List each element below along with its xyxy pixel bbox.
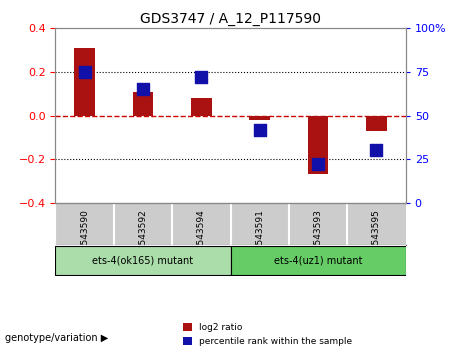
Bar <box>191 98 212 115</box>
Text: ets-4(ok165) mutant: ets-4(ok165) mutant <box>92 256 194 266</box>
Bar <box>74 48 95 115</box>
Text: GSM543590: GSM543590 <box>80 209 89 264</box>
Point <box>139 87 147 92</box>
Point <box>256 127 263 132</box>
Bar <box>133 92 153 115</box>
Bar <box>308 115 328 175</box>
Text: GSM543592: GSM543592 <box>138 209 148 264</box>
Point <box>314 162 322 167</box>
FancyBboxPatch shape <box>55 246 230 275</box>
Point <box>373 148 380 153</box>
Point <box>198 74 205 80</box>
Bar <box>249 115 270 120</box>
FancyBboxPatch shape <box>230 246 406 275</box>
Text: GSM543591: GSM543591 <box>255 209 264 264</box>
Title: GDS3747 / A_12_P117590: GDS3747 / A_12_P117590 <box>140 12 321 26</box>
Text: GSM543594: GSM543594 <box>197 209 206 264</box>
Text: GSM543593: GSM543593 <box>313 209 323 264</box>
Text: genotype/variation ▶: genotype/variation ▶ <box>5 333 108 343</box>
Text: GSM543595: GSM543595 <box>372 209 381 264</box>
Legend: log2 ratio, percentile rank within the sample: log2 ratio, percentile rank within the s… <box>179 320 356 349</box>
Bar <box>366 115 387 131</box>
Point <box>81 69 88 75</box>
Text: ets-4(uz1) mutant: ets-4(uz1) mutant <box>274 256 362 266</box>
